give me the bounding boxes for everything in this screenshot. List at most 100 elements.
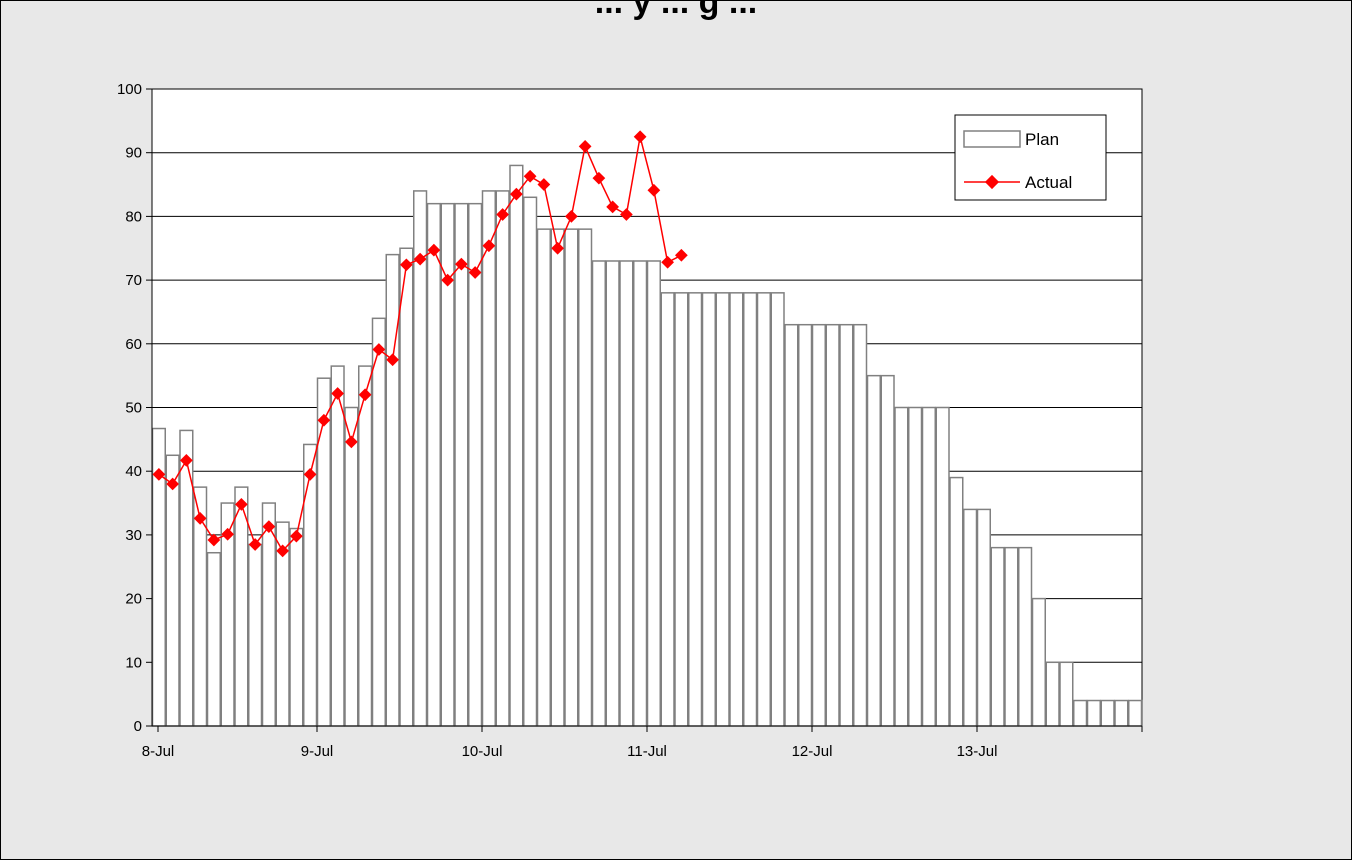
actual-point (358, 388, 372, 402)
plan-bar (935, 406, 950, 727)
plan-bar (261, 502, 276, 727)
plan-bar (825, 323, 840, 727)
plan-bar (908, 406, 923, 727)
actual-point (345, 435, 358, 449)
x-tick-label: 11-Jul (627, 743, 667, 760)
plan-bar (1018, 546, 1033, 727)
legend-actual-marker (984, 174, 1000, 190)
actual-point (496, 208, 509, 221)
y-tick-label: 60 (125, 336, 142, 353)
plan-bar (468, 202, 483, 727)
actual-point (482, 239, 496, 253)
actual-point (400, 258, 413, 272)
y-tick-label: 40 (125, 463, 142, 480)
plan-bar (894, 406, 909, 727)
plan-bar (564, 228, 579, 727)
actual-point (180, 454, 193, 467)
actual-point (455, 257, 468, 271)
plan-bar (866, 374, 881, 727)
y-tick-label: 90 (125, 145, 142, 162)
plan-bar (165, 454, 180, 727)
plan-bar (633, 260, 648, 727)
plan-bar (1114, 699, 1129, 727)
plan-bar (1004, 546, 1019, 727)
x-tick-label: 10-Jul (462, 743, 503, 760)
plan-bar (523, 196, 538, 727)
x-tick-label: 12-Jul (792, 743, 833, 760)
y-tick-label: 50 (125, 400, 142, 417)
legend: Plan Actual (954, 114, 1107, 201)
plan-bar (605, 260, 620, 727)
plan-bar (976, 508, 991, 727)
legend-plan-label: Plan (1025, 130, 1059, 149)
plan-bar (536, 228, 551, 727)
plan-bar (344, 406, 359, 727)
plan-bar (1086, 699, 1101, 727)
plan-bar (1031, 597, 1046, 727)
plan-bar (179, 429, 194, 727)
plan-bar (949, 476, 964, 727)
axes: 0 10 20 30 40 50 60 70 80 90 100 8-Jul 9-Jul 10-Jul 11… (117, 81, 1143, 760)
plan-bar (371, 317, 386, 727)
plan-bar (206, 551, 221, 727)
x-tick-label: 13-Jul (957, 743, 998, 760)
plan-bar (963, 508, 978, 727)
plan-bar (303, 443, 318, 727)
plan-bar (591, 260, 606, 727)
y-tick-label: 100 (117, 81, 142, 98)
actual-point (386, 353, 399, 367)
legend-box (954, 114, 1107, 201)
actual-point (372, 343, 386, 356)
plan-bar (1073, 699, 1088, 727)
plan-bar (839, 323, 854, 727)
plan-bar (701, 292, 716, 727)
actual-point (166, 477, 179, 491)
plan-bar (234, 486, 249, 727)
plan-bar (426, 202, 441, 727)
y-tick-label: 0 (134, 718, 142, 735)
plan-bar (330, 365, 345, 727)
plan-bar (674, 292, 689, 727)
plan-bar (1128, 699, 1143, 727)
plan-bar (248, 543, 263, 727)
plan-bar (454, 202, 469, 727)
chart-title: ... y ... g ... (594, 0, 758, 21)
y-tick-label: 80 (125, 208, 142, 225)
plan-bar (413, 190, 428, 727)
plan-bar (880, 374, 895, 727)
plan-bar (729, 292, 744, 727)
plan-bar (784, 323, 799, 727)
plan-bar (619, 260, 634, 727)
actual-point (152, 468, 166, 481)
plan-bar (358, 365, 373, 727)
plan-bar (1100, 699, 1115, 727)
plan-bar (1059, 661, 1074, 727)
actual-point (317, 413, 331, 427)
x-tick-label: 9-Jul (301, 743, 334, 760)
plan-bar (811, 323, 826, 727)
plan-bar (289, 527, 304, 727)
y-tick-label: 70 (125, 272, 142, 289)
actual-point (303, 468, 317, 481)
plan-bar (550, 228, 565, 727)
plan-bar (481, 190, 496, 727)
actual-point (235, 497, 248, 511)
plan-bar (921, 406, 936, 727)
plan-bar (660, 292, 675, 727)
plan-bar (853, 323, 868, 727)
y-tick-label: 30 (125, 527, 142, 544)
plan-bar (495, 190, 510, 727)
actual-point (468, 266, 482, 279)
plan-bar (990, 546, 1005, 727)
actual-point (331, 387, 344, 400)
plan-bar (743, 292, 758, 727)
legend-actual-label: Actual (1025, 173, 1072, 192)
plan-bar (688, 292, 703, 727)
plan-bar (646, 260, 661, 727)
plan-bar (316, 377, 331, 727)
plan-bar (770, 292, 785, 727)
plan-bar (399, 247, 414, 727)
actual-point (427, 243, 441, 257)
